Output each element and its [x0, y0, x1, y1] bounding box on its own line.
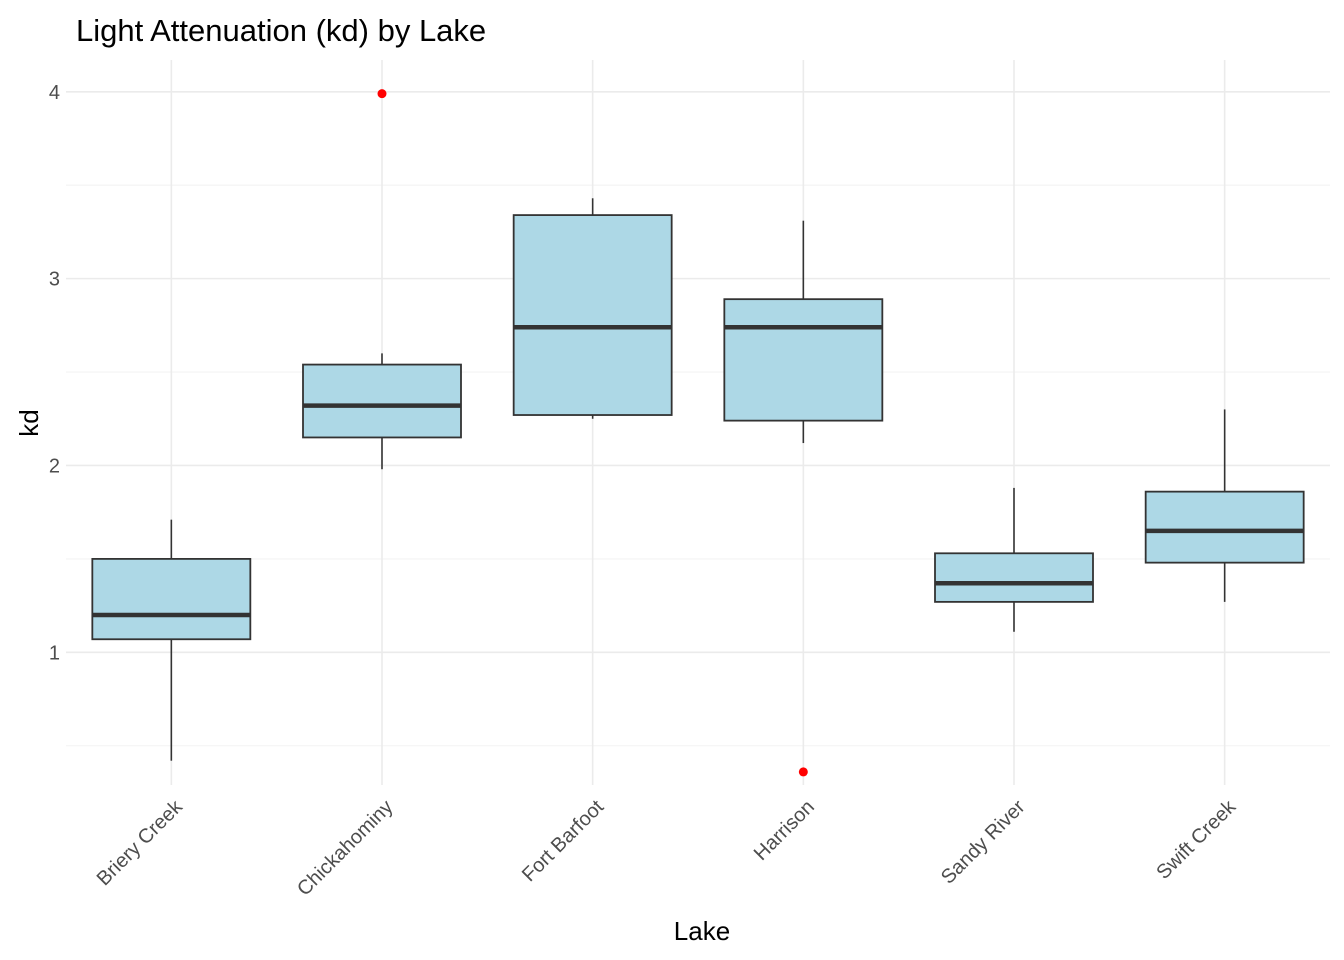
iqr-box [302, 363, 462, 439]
y-tick-label: 2 [49, 455, 60, 477]
y-axis-tick-labels: 1 2 3 4 [49, 82, 60, 665]
iqr-box [1144, 490, 1305, 564]
boxes [91, 89, 1305, 777]
box-fort-barfoot [512, 198, 673, 419]
x-tick-label: Harrison [750, 796, 819, 865]
x-axis-tick-labels: Briery Creek Chickahominy Fort Barfoot Harr… [93, 795, 1241, 900]
y-tick-label: 1 [49, 642, 60, 664]
y-tick-label: 4 [49, 82, 60, 104]
box-sandy-river [934, 487, 1094, 632]
box-briery-creek [91, 519, 252, 761]
iqr-box [512, 214, 673, 416]
y-axis-title: kd [14, 409, 44, 436]
box-chickahominy [302, 89, 462, 470]
iqr-box [723, 298, 884, 422]
chart-title: Light Attenuation (kd) by Lake [76, 13, 486, 48]
iqr-box [934, 552, 1094, 603]
outlier-point [798, 767, 808, 777]
x-tick-label: Briery Creek [93, 795, 188, 890]
box-swift-creek [1144, 409, 1305, 602]
x-tick-label: Chickahominy [293, 796, 397, 900]
x-axis-title: Lake [674, 916, 730, 946]
grid-lines [66, 60, 1330, 785]
iqr-box [91, 558, 252, 641]
box-harrison [723, 220, 884, 777]
y-tick-label: 3 [49, 269, 60, 291]
x-tick-label: Swift Creek [1152, 795, 1241, 884]
x-tick-label: Sandy River [937, 796, 1030, 889]
outlier-point [377, 89, 387, 99]
x-tick-label: Fort Barfoot [518, 796, 609, 887]
